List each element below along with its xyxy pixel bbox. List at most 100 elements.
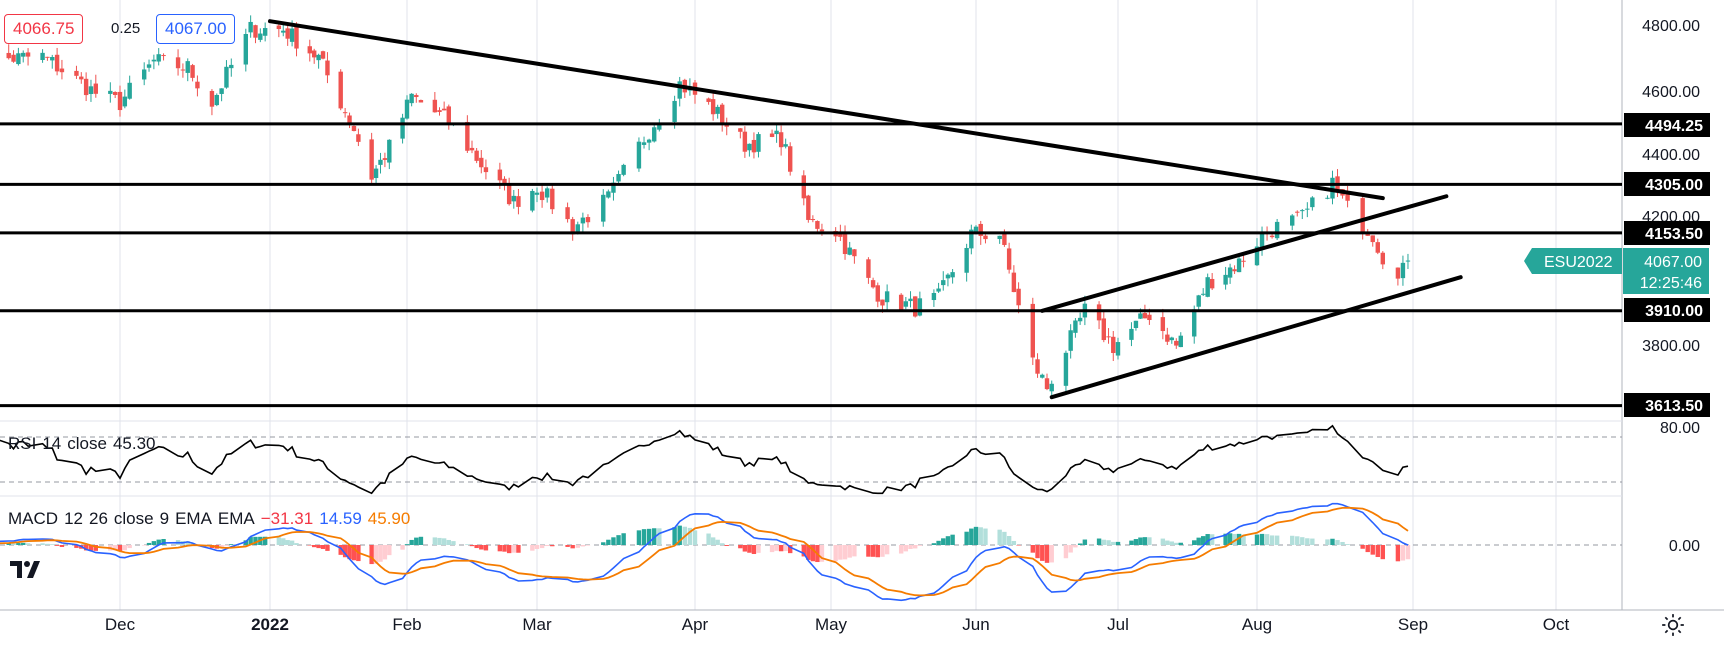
macd-histogram-bar	[502, 545, 507, 552]
candle-body	[45, 56, 50, 58]
candle-body	[373, 168, 379, 179]
candle-body	[611, 182, 616, 193]
candle-body	[652, 127, 657, 142]
candle-body	[474, 150, 479, 161]
macd-histogram-bar	[474, 545, 479, 549]
macd-histogram-bar	[117, 545, 123, 552]
macd-histogram-bar	[1365, 545, 1370, 553]
level-label: 4153.50	[1645, 226, 1703, 243]
candle-body	[356, 134, 361, 142]
macd-histogram-bar	[127, 545, 132, 549]
rsi-legend[interactable]: RSI 14 close 45.30	[8, 434, 162, 454]
candle-body	[969, 229, 974, 249]
level-label-box	[1624, 393, 1710, 417]
macd-histogram-bar	[506, 545, 512, 554]
macd-histogram-bar	[465, 544, 470, 545]
candle-body	[40, 52, 45, 61]
macd-histogram-bar	[1178, 542, 1183, 545]
horizontal-levels[interactable]	[0, 122, 1622, 408]
candle-body	[710, 99, 716, 115]
price-tick: 3800.00	[1642, 338, 1700, 355]
time-label: May	[815, 615, 848, 634]
candle-body	[1142, 313, 1148, 319]
candlestick-series[interactable]	[0, 15, 1411, 398]
macd-slow: 26	[88, 509, 108, 528]
candle-body	[59, 68, 65, 73]
macd-histogram-bar	[316, 545, 321, 549]
ask-price-button[interactable]: 4067.00	[156, 14, 236, 44]
level-label-box	[1624, 113, 1710, 137]
trendlines[interactable]	[268, 19, 1463, 400]
candle-body	[706, 98, 711, 102]
macd-histogram-bar	[641, 529, 647, 545]
bid-price-button[interactable]: 4066.75	[4, 14, 84, 44]
macd-histogram-bar	[973, 526, 979, 545]
macd-histogram-bar	[16, 543, 21, 545]
candle-body	[483, 167, 489, 173]
macd-line[interactable]	[0, 502, 1409, 602]
macd-histogram-bar	[783, 545, 788, 552]
macd-histogram-bar	[657, 528, 662, 545]
macd-histogram-bar	[903, 545, 909, 552]
symbol-label-box[interactable]	[1524, 248, 1622, 274]
macd-histogram-bar	[756, 545, 761, 553]
rsi-line[interactable]	[0, 424, 1409, 495]
macd-histogram-bar	[621, 533, 626, 545]
candle-body	[1063, 352, 1069, 386]
macd-histogram-bar	[544, 545, 550, 547]
macd-histogram-bar	[692, 530, 698, 545]
candle-body	[769, 133, 775, 137]
candle-body	[414, 95, 419, 98]
candle-body	[1192, 309, 1197, 337]
candle-body	[1006, 248, 1012, 270]
time-label: Jul	[1107, 615, 1129, 634]
candle-body	[378, 159, 383, 165]
candle-body	[281, 30, 286, 33]
candle-body	[1345, 191, 1350, 201]
macd-histogram-bar	[601, 542, 606, 545]
macd-histogram-bar	[88, 545, 94, 551]
candle-body	[742, 131, 748, 152]
macd-histogram-bar	[451, 541, 456, 545]
macd-histogram-bar	[1006, 535, 1012, 545]
candle-body	[720, 104, 725, 125]
candle-body	[778, 132, 784, 148]
candle-body	[1325, 197, 1330, 199]
candle-body	[224, 66, 229, 88]
candle-body	[1169, 337, 1175, 341]
macd-histogram-bar	[6, 543, 11, 545]
candle-body	[253, 25, 258, 38]
candle-body	[1111, 336, 1116, 354]
candle-body	[908, 298, 913, 302]
macd-histogram-bar	[950, 534, 955, 545]
macd-histogram-bar	[1370, 545, 1375, 555]
candle-body	[497, 169, 503, 181]
gear-icon[interactable]	[1660, 612, 1686, 638]
macd-histogram-bar	[243, 540, 249, 545]
macd-histogram-bar	[1011, 540, 1017, 545]
macd-histogram-bar	[880, 545, 885, 557]
price-tick: 4800.00	[1642, 18, 1700, 35]
macd-histogram-bar	[414, 537, 419, 545]
candle-body	[751, 139, 757, 153]
macd-histogram-bar	[93, 545, 99, 551]
candle-body	[819, 229, 825, 232]
candle-body	[1335, 176, 1340, 190]
macd-histogram-bar	[1227, 533, 1233, 545]
candle-body	[441, 108, 447, 111]
candle-body	[1360, 198, 1365, 233]
candle-body	[1073, 320, 1078, 333]
macd-histogram-bar	[580, 545, 586, 547]
macd-legend[interactable]: MACD 12 26 close 9 EMA EMA −31.31 14.59 45.90	[8, 509, 416, 529]
time-label: Mar	[522, 615, 552, 634]
macd-histogram-bar	[884, 545, 890, 555]
candle-body	[141, 69, 147, 80]
macd-signal-line[interactable]	[0, 506, 1409, 597]
macd-histogram-bar	[1300, 537, 1305, 545]
tradingview-logo-icon[interactable]	[8, 554, 50, 584]
candle-body	[1305, 208, 1310, 210]
candle-body	[738, 128, 743, 132]
macd-histogram-bar	[122, 545, 128, 551]
